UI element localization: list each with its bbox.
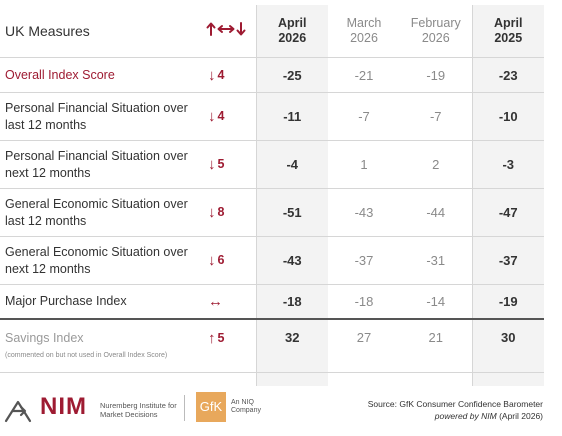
value-february-2026: -14 — [400, 284, 472, 320]
measure-name: Personal Financial Situation over last 1… — [0, 92, 196, 141]
value-april-2025: 30 — [471, 319, 544, 386]
powered-by: powered by NIM — [434, 411, 497, 421]
nim-arrows-icon — [4, 400, 32, 423]
table-row: Savings Index (commented on but not used… — [0, 319, 544, 386]
change-cell: ↓ 6 — [196, 236, 256, 285]
value-april-2026: -4 — [255, 140, 328, 189]
uk-measures-table: UK Measures April 2026 March — [0, 5, 544, 386]
source-note: Source: GfK Consumer Confidence Baromete… — [368, 398, 543, 422]
savings-footnote: (commented on but not used in Overall In… — [5, 352, 168, 359]
value-april-2025: -47 — [471, 188, 544, 237]
value-april-2025: -37 — [471, 236, 544, 285]
col-header-february-2026: February 2026 — [400, 5, 472, 58]
value-february-2026: -31 — [400, 236, 472, 285]
change-cell: ↔ — [196, 284, 256, 320]
value-april-2026: 32 — [255, 319, 328, 386]
source-line: Source: GfK Consumer Confidence Baromete… — [367, 399, 543, 409]
gfk-subtitle: An NIQ Company — [231, 399, 261, 414]
measure-name: Overall Index Score — [0, 57, 196, 93]
table-row: Personal Financial Situation over next 1… — [0, 140, 544, 189]
nim-logo: NIM Nuremberg Institute for Market Decis… — [4, 392, 177, 428]
value-april-2026: -43 — [255, 236, 328, 285]
arrow-down-icon: ↓ — [208, 156, 216, 173]
value-march-2026: -43 — [328, 188, 400, 237]
change-cell: ↓ 4 — [196, 57, 256, 93]
col-header-april-2025: April 2025 — [471, 5, 544, 58]
value-march-2026: 1 — [328, 140, 400, 189]
table-header-row: UK Measures April 2026 March — [0, 5, 544, 58]
value-february-2026: -7 — [400, 92, 472, 141]
value-april-2025: -3 — [471, 140, 544, 189]
value-february-2026: 2 — [400, 140, 472, 189]
value-april-2026: -11 — [255, 92, 328, 141]
measure-name: Major Purchase Index — [0, 284, 196, 320]
measure-name: General Economic Situation over next 12 … — [0, 236, 196, 285]
table-row: Personal Financial Situation over last 1… — [0, 92, 544, 141]
value-february-2026: -19 — [400, 57, 472, 93]
table-row: General Economic Situation over next 12 … — [0, 236, 544, 285]
value-april-2026: -51 — [255, 188, 328, 237]
arrow-down-icon: ↓ — [208, 108, 216, 125]
value-march-2026: -18 — [328, 284, 400, 320]
value-april-2025: -10 — [471, 92, 544, 141]
up-left-right-down-arrows-icon — [206, 22, 246, 36]
measure-name: General Economic Situation over last 12 … — [0, 188, 196, 237]
logo-divider — [184, 395, 185, 421]
arrow-down-icon: ↓ — [208, 66, 216, 84]
col-header-march-2026: March 2026 — [328, 5, 400, 58]
value-march-2026: 27 — [356, 330, 372, 345]
change-cell: ↓ 8 — [196, 188, 256, 237]
arrow-down-icon: ↓ — [208, 252, 216, 269]
value-april-2026: -25 — [255, 57, 328, 93]
value-april-2026: -18 — [255, 284, 328, 320]
value-march-2026: -7 — [328, 92, 400, 141]
change-cell: ↓ 5 — [196, 140, 256, 189]
table-row: General Economic Situation over last 12 … — [0, 188, 544, 237]
measure-name: Savings Index (commented on but not used… — [0, 319, 196, 386]
measures-column-header: UK Measures — [0, 5, 196, 58]
footer-divider — [0, 372, 544, 373]
arrow-up-icon: ↑ — [208, 330, 216, 347]
measure-name: Personal Financial Situation over next 1… — [0, 140, 196, 189]
value-april-2025: -19 — [471, 284, 544, 320]
value-april-2025: -23 — [471, 57, 544, 93]
col-header-april-2026: April 2026 — [255, 5, 328, 58]
value-february-2026: -44 — [400, 188, 472, 237]
nim-wordmark: NIM — [40, 393, 87, 420]
nim-subtitle: Nuremberg Institute for Market Decisions — [100, 401, 177, 419]
change-cell: ↑ 5 — [208, 330, 225, 347]
arrow-down-icon: ↓ — [208, 204, 216, 221]
change-column-header — [196, 5, 256, 58]
table-row: Overall Index Score ↓ 4 -25 -21 -19 -23 — [0, 57, 544, 93]
gfk-logo: GfK — [196, 392, 226, 422]
value-march-2026: -37 — [328, 236, 400, 285]
value-february-2026: 21 — [428, 330, 443, 345]
change-cell: ↓ 4 — [196, 92, 256, 141]
value-march-2026: -21 — [328, 57, 400, 93]
powered-date: (April 2026) — [499, 411, 543, 421]
arrow-left-right-icon: ↔ — [208, 293, 223, 310]
table-row: Major Purchase Index ↔ -18 -18 -14 -19 — [0, 284, 544, 320]
